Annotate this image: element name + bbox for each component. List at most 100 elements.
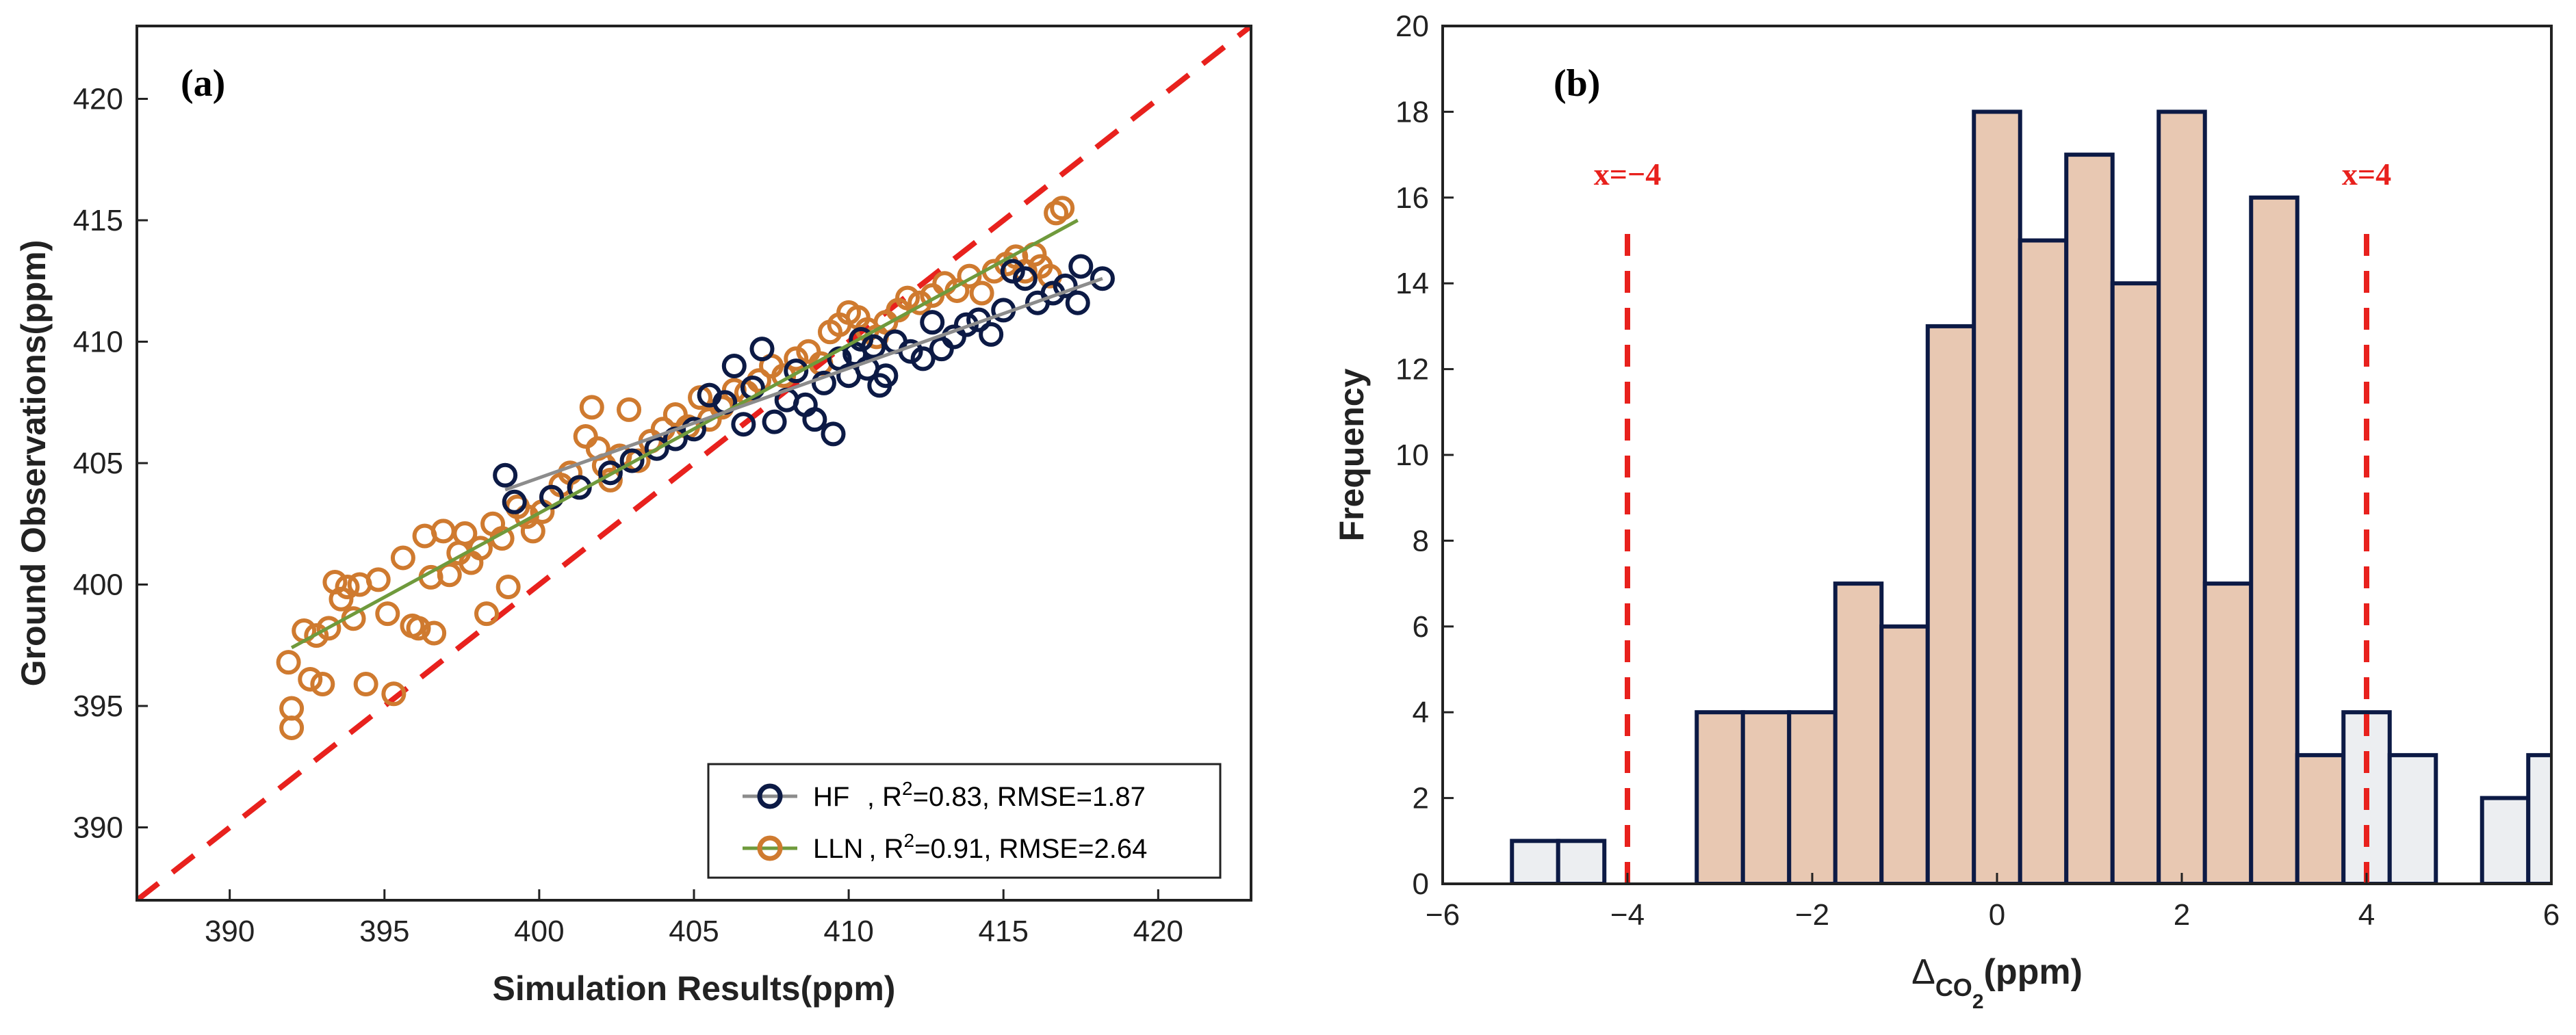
lln-point (969, 280, 994, 306)
y-axis-title-a: Ground Observations(ppm) (14, 240, 53, 687)
lln-point (452, 521, 478, 546)
y-tick-label: 2 (1413, 782, 1429, 815)
legend-hf-rmse-value: 1.87 (1092, 782, 1146, 812)
histogram-bar (1972, 109, 2022, 884)
histogram-bars (1510, 109, 2551, 884)
x-axis-delta: Δ (1911, 952, 1935, 992)
lln-point (796, 339, 821, 364)
legend-lln-rmse-value: 2.64 (1094, 834, 1147, 864)
histogram-bar (2480, 796, 2531, 884)
fit-lines (290, 218, 1103, 649)
lln-point (907, 290, 933, 315)
legend-a: HF, R2=0.83, RMSE=1.87 LLN, R2=0.91, RMS… (707, 763, 1222, 879)
x-tick-label: 6 (2543, 898, 2560, 932)
x-ticks-a: 390 395 400 405 410 415 420 (205, 889, 1183, 948)
legend-lln-marker (757, 835, 783, 861)
histogram-bar (2249, 195, 2300, 884)
lln-point (316, 616, 342, 641)
lln-point (474, 601, 500, 627)
hf-point (873, 363, 899, 389)
hf-point (1000, 259, 1025, 284)
y-tick-label: 415 (73, 204, 123, 237)
y-tick-label: 6 (1413, 610, 1429, 644)
x-tick-label: −4 (1610, 898, 1645, 932)
legend-lln-rmse-label: , RMSE= (983, 834, 1094, 864)
hf-point (619, 448, 645, 473)
x-tick-label: 395 (359, 915, 409, 948)
lln-point (304, 623, 329, 648)
hf-point (821, 421, 846, 447)
hf-point (784, 358, 809, 384)
y-tick-label: 410 (73, 326, 123, 359)
hf-point (502, 489, 527, 514)
legend-hf-label: HF , R2=0.83, RMSE=1.87 (813, 778, 1146, 812)
histogram-bar (1695, 710, 1745, 884)
hf-point (721, 354, 747, 378)
hf-point (910, 346, 936, 371)
lln-point (276, 650, 301, 675)
legend-hf-name: HF (813, 782, 849, 812)
x-axis-title-b: ΔCO2(ppm) (1911, 952, 2083, 1013)
histogram-bar (1787, 710, 1838, 884)
hf-point (979, 322, 1004, 347)
x-ticks-b: −6 −4 −2 0 2 4 6 (1426, 873, 2560, 932)
hf-fit-line (504, 276, 1103, 492)
lln-point (1050, 196, 1075, 221)
histogram-bar (1925, 324, 1976, 884)
lln-point (957, 263, 982, 289)
x-tick-label: 415 (979, 915, 1029, 948)
x-tick-label: 420 (1133, 915, 1183, 948)
y-tick-label: 420 (73, 83, 123, 116)
lln-point (514, 504, 539, 529)
x-axis-sub: CO (1935, 973, 1972, 1001)
identity-dashed-line (137, 26, 1251, 900)
legend-hf-rmse-label: , RMSE= (982, 782, 1092, 812)
hf-point (849, 326, 874, 352)
y-tick-label: 16 (1395, 181, 1429, 215)
hf-point (749, 337, 775, 362)
legend-lln-stats: , R (868, 834, 903, 864)
y-tick-label: 14 (1395, 267, 1429, 300)
histogram-bar (2387, 752, 2438, 884)
x-tick-label: −2 (1795, 898, 1829, 932)
y-tick-label: 4 (1413, 696, 1429, 729)
lln-point (365, 567, 391, 592)
lln-point (430, 519, 456, 544)
legend-lln-name: LLN (813, 834, 863, 864)
threshold-label: x=−4 (1594, 157, 1661, 192)
hf-point (1053, 273, 1078, 298)
legend-hf-r2: = (913, 782, 929, 812)
lln-point (335, 575, 360, 600)
y-axis-title-b: Frequency (1332, 368, 1371, 541)
legend-lln-r2: = (914, 834, 930, 864)
lln-points (276, 196, 1075, 740)
y-tick-label: 18 (1395, 95, 1429, 129)
hf-point (762, 409, 787, 434)
x-tick-label: 4 (2358, 898, 2375, 932)
y-tick-label: 400 (73, 568, 123, 602)
hf-point (1090, 266, 1115, 291)
lln-point (873, 310, 899, 335)
lln-point (329, 586, 354, 612)
histogram-panel-b: x=−4 x=4 −6 −4 −2 0 2 4 6 0 2 4 6 8 10 12 14 16 18 20 (b)… (1332, 10, 2560, 1013)
histogram-bar (1833, 581, 1884, 884)
threshold-lines: x=−4 x=4 (1594, 157, 2391, 884)
histogram-bar (1740, 710, 1792, 884)
x-axis-subsub: 2 (1972, 991, 1984, 1013)
lln-fit-line (290, 218, 1079, 649)
lln-point (279, 715, 305, 740)
y-tick-label: 10 (1395, 438, 1429, 472)
hf-point (597, 460, 623, 486)
hf-point (1065, 290, 1090, 315)
histogram-bar (2064, 153, 2115, 884)
x-axis-unit: (ppm) (1984, 952, 2083, 992)
x-tick-label: 410 (823, 915, 873, 948)
legend-hf-r2-value: 0.83 (929, 782, 982, 812)
lln-point (495, 575, 521, 600)
legend-hf-marker (757, 783, 783, 809)
hf-point (493, 462, 518, 488)
legend-lln-label: LLN, R2=0.91, RMSE=2.64 (813, 830, 1147, 864)
lln-point (784, 346, 809, 371)
legend-lln-sup: 2 (904, 830, 915, 851)
histogram-bar (2295, 752, 2346, 884)
